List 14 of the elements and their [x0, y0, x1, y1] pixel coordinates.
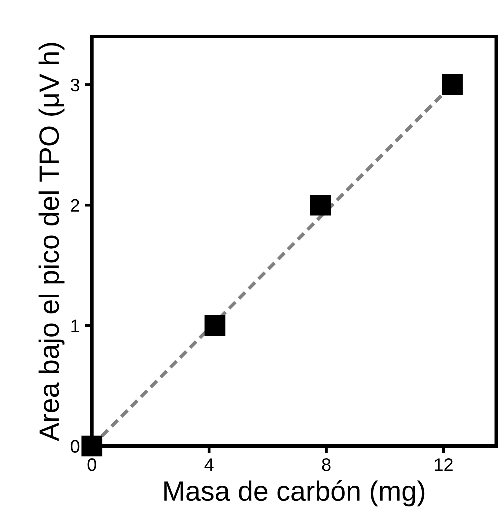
point	[204, 315, 226, 336]
y-tick-label: 1	[72, 320, 80, 332]
y-axis-title: Area bajo el pico del TPO (μV h)	[38, 43, 65, 442]
point	[442, 74, 463, 96]
x-tick-label: 8	[322, 458, 331, 472]
x-tick-label: 0	[88, 458, 96, 472]
x-tick-label: 12	[435, 458, 453, 472]
point	[310, 194, 332, 216]
y-tick-label: 3	[70, 78, 80, 92]
point	[82, 436, 103, 457]
x-tick-label: 4	[204, 458, 214, 472]
y-tick-label: 0	[70, 440, 80, 453]
y-tick-label: 2	[71, 199, 80, 212]
x-axis-title: Masa de carbón (mg)	[164, 480, 425, 507]
